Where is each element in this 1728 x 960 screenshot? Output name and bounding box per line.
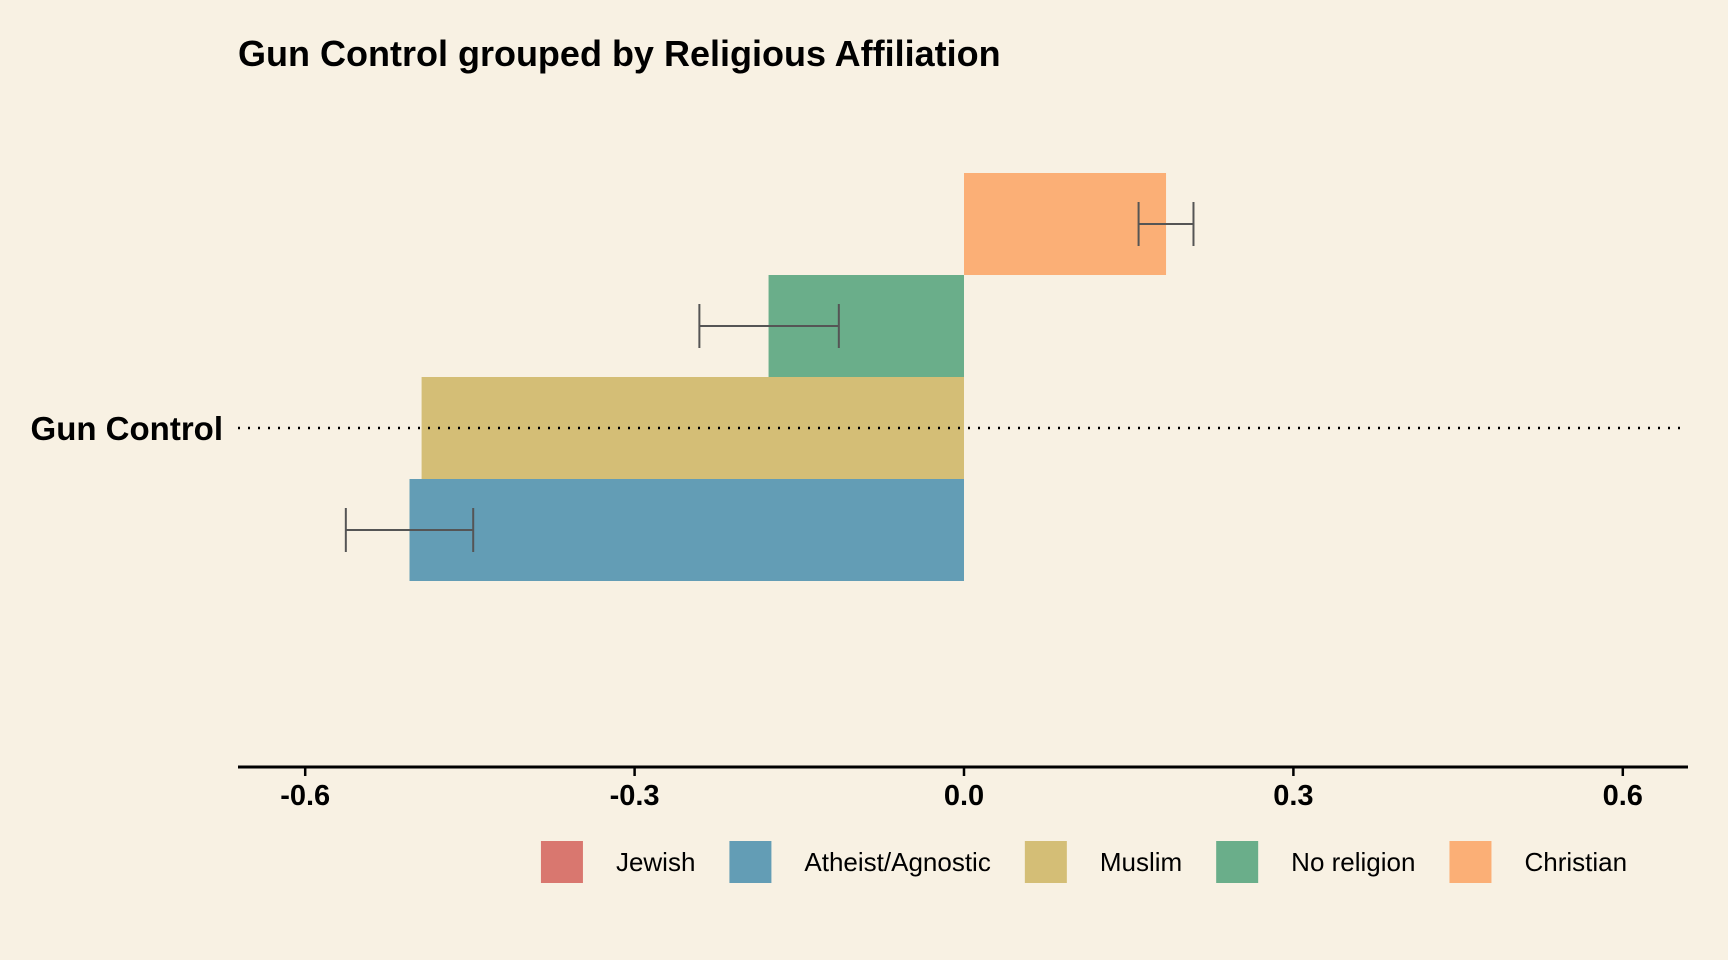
legend-swatch	[1024, 841, 1067, 883]
legend-item-christian: Christian	[1449, 841, 1627, 883]
legend-swatch	[1449, 841, 1492, 883]
legend-label: Christian	[1524, 847, 1627, 877]
legend-item-muslim: Muslim	[1024, 841, 1182, 883]
category-layer: Gun Control	[31, 410, 1688, 447]
legend-item-no-religion: No religion	[1216, 841, 1415, 883]
x-tick-label: 0.0	[944, 780, 984, 812]
legend-label: No religion	[1291, 847, 1415, 877]
legend-swatch	[540, 841, 583, 883]
bar-atheist-agnostic	[409, 479, 964, 581]
x-tick-label: 0.6	[1603, 780, 1643, 812]
x-tick-label: 0.3	[1273, 780, 1313, 812]
legend-item-jewish: Jewish	[540, 841, 695, 883]
errorbar-no-religion	[698, 304, 840, 348]
legend-swatch	[729, 841, 772, 883]
errorbar-atheist-agnostic	[344, 508, 475, 552]
chart-title: Gun Control grouped by Religious Affilia…	[238, 33, 1001, 74]
legend-label: Atheist/Agnostic	[804, 847, 990, 877]
bars-layer	[409, 173, 1167, 581]
legend: Jewish Atheist/Agnostic Muslim No religion C…	[540, 841, 1627, 883]
x-tick-label: -0.6	[280, 780, 330, 812]
bar-christian	[964, 173, 1167, 275]
errorbars-layer	[344, 202, 1195, 552]
legend-label: Jewish	[616, 847, 695, 877]
legend-item-atheist-agnostic: Atheist/Agnostic	[729, 841, 991, 883]
category-label: Gun Control	[31, 410, 223, 447]
legend-swatch	[1216, 841, 1259, 883]
errorbar-christian	[1137, 202, 1195, 246]
bar-muslim	[421, 377, 964, 479]
x-tick-label: -0.3	[610, 780, 660, 812]
legend-label: Muslim	[1100, 847, 1182, 877]
x-axis: -0.6 -0.3 0.0 0.3 0.6	[238, 765, 1688, 812]
